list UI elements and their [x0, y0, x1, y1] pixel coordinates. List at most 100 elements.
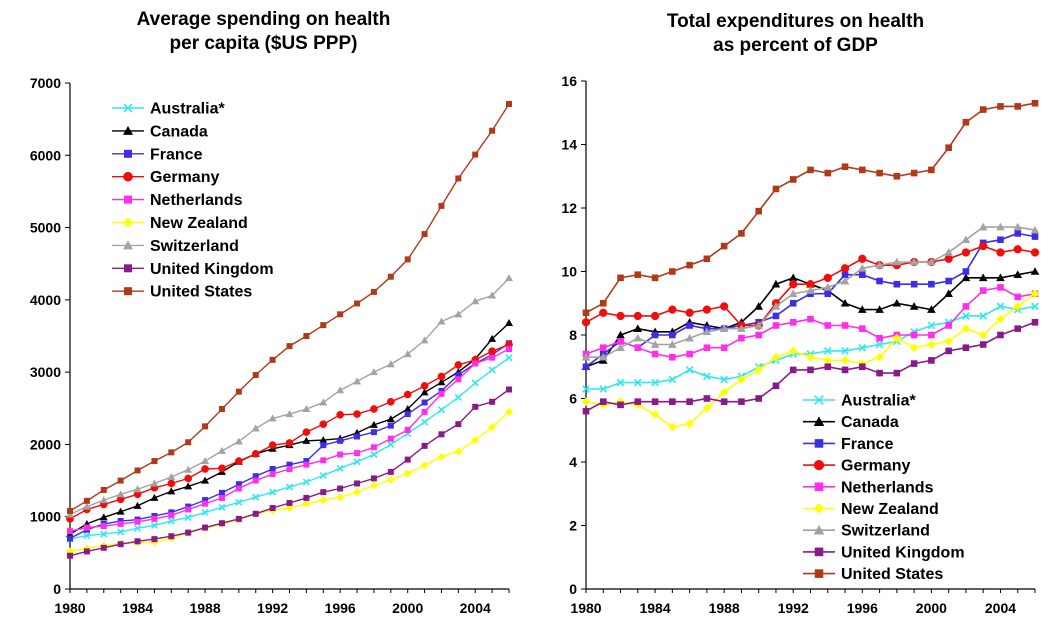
- data-point: [841, 271, 849, 278]
- data-point: [420, 336, 429, 344]
- data-point: [788, 273, 798, 282]
- data-point: [506, 386, 512, 393]
- x-tick-label: 2004: [985, 600, 1016, 616]
- data-point: [633, 378, 642, 387]
- data-point: [772, 185, 780, 193]
- data-point: [184, 465, 193, 473]
- y-tick-label: 16: [561, 73, 577, 89]
- data-point: [83, 524, 90, 531]
- series-line: [69, 103, 510, 512]
- data-point: [455, 376, 462, 383]
- data-point: [403, 350, 412, 358]
- series-united-kingdom: [67, 386, 512, 559]
- data-point: [252, 477, 259, 484]
- data-point: [505, 354, 513, 362]
- data-point: [1014, 103, 1022, 110]
- data-point: [489, 398, 496, 405]
- data-point: [150, 479, 159, 487]
- data-point: [285, 483, 294, 491]
- data-point: [858, 343, 867, 352]
- data-point: [454, 447, 463, 456]
- data-point: [616, 311, 625, 321]
- legend-label: Switzerland: [150, 238, 239, 255]
- data-point: [269, 471, 276, 478]
- data-point: [1013, 270, 1023, 278]
- data-point: [370, 288, 377, 295]
- x-tick-label: 2000: [392, 600, 423, 616]
- data-point: [979, 312, 988, 320]
- x-tick-label: 1984: [639, 600, 670, 616]
- data-point: [201, 457, 210, 465]
- data-point: [789, 299, 797, 307]
- data-point: [489, 354, 496, 361]
- data-point: [789, 319, 797, 326]
- data-point: [703, 372, 711, 381]
- data-point: [789, 366, 797, 374]
- data-point: [685, 333, 694, 342]
- data-point: [151, 458, 158, 465]
- legend-item: Netherlands: [803, 479, 934, 496]
- data-point: [961, 248, 971, 257]
- data-point: [633, 333, 643, 342]
- data-point: [472, 360, 479, 367]
- legend-label: Germany: [841, 458, 910, 475]
- data-point: [404, 411, 411, 418]
- data-point: [234, 457, 243, 465]
- x-tick-label: 1992: [778, 600, 809, 616]
- data-point: [789, 280, 798, 289]
- data-point: [403, 405, 412, 413]
- data-point: [505, 407, 513, 416]
- data-point: [1030, 225, 1040, 234]
- data-point: [286, 499, 293, 506]
- data-point: [978, 222, 988, 231]
- legend-item: United States: [803, 566, 943, 583]
- data-point: [320, 442, 327, 449]
- data-point: [454, 361, 463, 369]
- data-point: [252, 473, 259, 480]
- data-point: [962, 303, 970, 310]
- data-point: [876, 334, 883, 342]
- data-point: [353, 377, 362, 385]
- legend-item: Australia*: [803, 393, 916, 410]
- data-point: [858, 305, 867, 313]
- data-point: [1031, 302, 1039, 311]
- data-point: [979, 241, 988, 251]
- data-point: [927, 305, 936, 313]
- data-point: [650, 410, 660, 419]
- legend-item: Switzerland: [803, 523, 930, 540]
- legend-label: United Kingdom: [841, 544, 965, 561]
- data-point: [353, 458, 361, 466]
- data-point: [599, 308, 608, 317]
- data-point: [387, 435, 394, 442]
- data-point: [910, 280, 918, 288]
- data-point: [252, 372, 259, 379]
- data-point: [737, 324, 746, 332]
- data-point: [285, 504, 294, 513]
- series-netherlands: [67, 346, 512, 535]
- legend-label: France: [150, 146, 203, 163]
- data-point: [927, 340, 936, 349]
- data-point: [354, 300, 361, 307]
- legend-marker: [813, 459, 825, 471]
- data-point: [806, 286, 815, 294]
- legend-label: Canada: [150, 123, 208, 140]
- data-point: [927, 321, 936, 330]
- data-point: [599, 398, 607, 405]
- data-point: [772, 312, 780, 320]
- data-point: [859, 271, 866, 278]
- data-point: [651, 398, 659, 405]
- data-point: [337, 437, 344, 444]
- chart-plot-gdp-percent: 0 2 4 6 8 10 12 14 16 1980 1984 1988 1992 1996 2000 200…: [561, 73, 1040, 616]
- data-point: [319, 496, 328, 505]
- legend-item: Australia*: [112, 101, 225, 118]
- data-point: [617, 338, 624, 345]
- data-point: [703, 395, 711, 402]
- data-point: [471, 379, 479, 387]
- legend-item: United States: [112, 284, 252, 301]
- legend-marker: [813, 524, 825, 535]
- data-point: [755, 331, 762, 339]
- data-point: [117, 520, 124, 527]
- series-united-kingdom: [582, 319, 1039, 415]
- series-united-states: [67, 100, 512, 514]
- data-point: [582, 363, 590, 371]
